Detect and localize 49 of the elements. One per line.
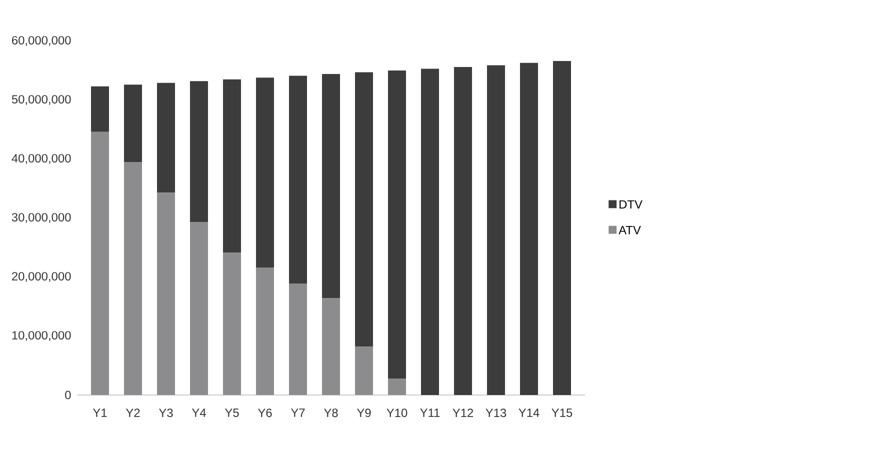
x-tick-label: Y8 [324, 408, 338, 418]
bar [520, 62, 538, 395]
bar [388, 70, 406, 378]
bar [388, 378, 406, 395]
legend-label: ATV [618, 226, 641, 234]
bar [124, 84, 142, 162]
x-tick-label: Y11 [420, 408, 440, 417]
bar [91, 86, 109, 132]
y-tick-label: 20,000,000 [12, 272, 71, 282]
x-tick-label: Y7 [290, 408, 305, 417]
bar [355, 346, 374, 395]
x-tick-label: Y12 [452, 408, 474, 417]
bar [124, 162, 142, 395]
x-tick-label: Y1 [92, 408, 107, 417]
bar [157, 82, 175, 193]
x-tick-label: Y13 [486, 408, 506, 418]
x-tick-label: Y4 [192, 408, 206, 417]
bar [322, 74, 340, 298]
bar [223, 252, 241, 395]
y-tick-label: 60,000,000 [12, 36, 71, 46]
legend-label: DTV [620, 200, 642, 209]
bar [454, 66, 472, 395]
bar [355, 72, 374, 347]
x-tick-label: Y6 [258, 408, 272, 418]
y-tick-label: 40,000,000 [12, 154, 71, 164]
bar [322, 298, 340, 395]
bar [91, 132, 109, 395]
x-tick-label: Y15 [552, 408, 572, 417]
y-tick-label: 30,000,000 [12, 213, 71, 223]
bar [289, 76, 308, 284]
x-tick-label: Y2 [126, 408, 140, 417]
bar [553, 61, 572, 395]
bar [487, 65, 506, 395]
y-tick-label: 10,000,000 [12, 331, 71, 341]
x-tick-label: Y9 [356, 408, 371, 418]
bar [256, 268, 274, 395]
bar [223, 79, 241, 253]
bar [289, 283, 308, 395]
bar [190, 81, 208, 222]
bar [190, 222, 208, 395]
x-tick-label: Y10 [386, 408, 408, 418]
y-tick-label: 0 [65, 390, 71, 400]
bar [421, 68, 440, 395]
x-tick-label: Y3 [158, 408, 173, 418]
y-tick-label: 50,000,000 [12, 95, 71, 105]
x-tick-label: Y14 [518, 408, 540, 417]
x-tick-label: Y5 [224, 408, 239, 417]
bar [157, 192, 175, 395]
bar [256, 78, 274, 268]
